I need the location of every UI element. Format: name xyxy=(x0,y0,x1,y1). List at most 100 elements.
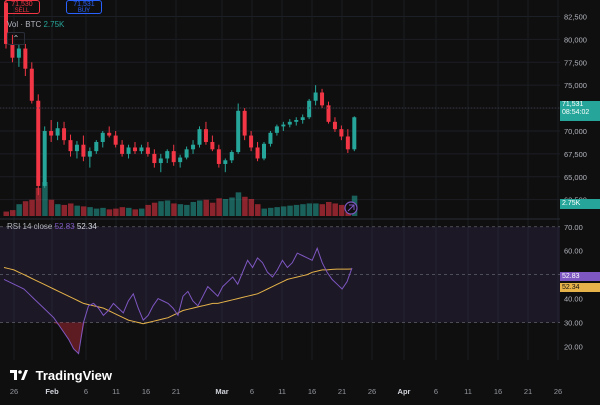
candle-body xyxy=(55,128,60,136)
candle-body xyxy=(81,144,86,157)
time-tick-label: Feb xyxy=(45,387,59,396)
volume-bar xyxy=(184,204,190,216)
volume-bar xyxy=(216,198,222,216)
volume-bar xyxy=(145,204,151,216)
time-tick-label: 21 xyxy=(524,387,532,396)
time-tick-label: 26 xyxy=(368,387,376,396)
volume-bar xyxy=(319,204,326,216)
candle-body xyxy=(229,152,234,161)
rsi-legend-value: 52.83 xyxy=(54,222,75,231)
volume-bar xyxy=(106,209,113,216)
candle-body xyxy=(16,48,21,58)
volume-bar xyxy=(3,211,9,216)
candle-body xyxy=(158,158,163,164)
last-price-tag: 71,531 08:54:02 xyxy=(560,101,600,121)
volume-bar xyxy=(222,199,229,216)
collapse-legend-button[interactable]: ⌃ xyxy=(7,32,25,45)
candlesticks xyxy=(4,0,357,196)
candle-body xyxy=(120,144,125,154)
candle-body xyxy=(62,128,67,141)
candle-body xyxy=(294,119,299,122)
time-tick-label: Mar xyxy=(215,387,228,396)
price-tick-label: 80,000 xyxy=(564,35,587,44)
candle-body xyxy=(74,144,79,152)
time-tick-label: 16 xyxy=(142,387,150,396)
tradingview-logo[interactable]: TradingView xyxy=(10,368,112,383)
candle-body xyxy=(100,132,105,142)
rsi-legend[interactable]: RSI 14 close 52.83 52.34 xyxy=(7,222,97,231)
candle-body xyxy=(281,124,286,127)
buy-price: 71,531 xyxy=(73,1,95,8)
rsi-tick-label: 40.00 xyxy=(564,295,583,304)
rsi-tick-label: 60.00 xyxy=(564,247,583,256)
candle-body xyxy=(332,121,337,130)
candle-body xyxy=(249,135,254,148)
candle-body xyxy=(94,141,99,152)
volume-bar xyxy=(164,200,171,216)
sell-price: 71,530 xyxy=(11,1,33,8)
time-tick-label: 11 xyxy=(464,387,472,396)
price-tick-label: 75,000 xyxy=(564,81,587,90)
rsi-ma-legend-value: 52.34 xyxy=(76,222,97,231)
volume-bar xyxy=(80,206,87,216)
volume-bar xyxy=(306,203,313,216)
rsi-tick-label: 20.00 xyxy=(564,342,583,351)
price-tick-label: 67,500 xyxy=(564,150,587,159)
bar-countdown: 08:54:02 xyxy=(562,109,590,116)
volume-legend-label: Vol · BTC xyxy=(7,20,42,29)
time-tick-label: 21 xyxy=(338,387,346,396)
volume-bar xyxy=(113,208,119,216)
rsi-oversold-fill xyxy=(52,322,85,354)
time-tick-label: Apr xyxy=(398,387,411,396)
candle-body xyxy=(313,92,318,101)
chevron-up-icon: ⌃ xyxy=(12,34,20,43)
rsi-line xyxy=(3,246,353,355)
volume-indicator-icon[interactable] xyxy=(344,201,358,215)
volume-bar xyxy=(255,204,261,216)
rsi-tick-label: 70.00 xyxy=(564,223,583,232)
volume-bar xyxy=(274,207,280,216)
sell-button[interactable]: 71,530 SELL xyxy=(4,0,40,14)
rsi-band xyxy=(0,226,560,323)
volume-bar xyxy=(29,199,35,216)
candle-body xyxy=(242,110,247,136)
volume-bar xyxy=(138,208,145,216)
price-tick-label: 70,000 xyxy=(564,127,587,136)
volume-bar xyxy=(313,203,319,216)
volume-bar xyxy=(22,201,29,216)
sell-label: SELL xyxy=(14,8,30,14)
tradingview-logo-icon xyxy=(10,368,32,383)
time-tick-label: 11 xyxy=(112,387,120,396)
volume-bar xyxy=(293,204,300,216)
candle-body xyxy=(68,140,73,152)
buy-label: BUY xyxy=(77,8,91,14)
volume-bar xyxy=(61,204,68,216)
candle-body xyxy=(178,157,183,163)
volume-bar xyxy=(177,204,184,216)
candle-body xyxy=(223,160,228,164)
buy-button[interactable]: 71,531 BUY xyxy=(66,0,102,14)
candle-body xyxy=(36,100,41,186)
rsi-tick-label: 30.00 xyxy=(564,319,583,328)
candle-body xyxy=(352,117,357,150)
volume-bar xyxy=(87,207,93,216)
volume-bar xyxy=(338,204,345,216)
volume-bars xyxy=(3,182,358,216)
candle-body xyxy=(29,68,34,101)
volume-legend[interactable]: Vol · BTC 2.75K xyxy=(7,20,64,29)
volume-bar xyxy=(100,207,106,216)
candle-body xyxy=(165,151,170,159)
volume-bar xyxy=(119,207,126,216)
candle-body xyxy=(255,147,260,159)
candle-body xyxy=(210,141,215,150)
candle-body xyxy=(184,149,189,158)
candle-body xyxy=(49,130,54,136)
volume-bar xyxy=(35,187,42,216)
volume-tag: 2.75K xyxy=(560,199,600,209)
candle-body xyxy=(216,149,221,164)
time-tick-label: 6 xyxy=(84,387,88,396)
volume-bar xyxy=(93,208,100,216)
rsi-value-tag: 52.83 xyxy=(560,272,600,281)
